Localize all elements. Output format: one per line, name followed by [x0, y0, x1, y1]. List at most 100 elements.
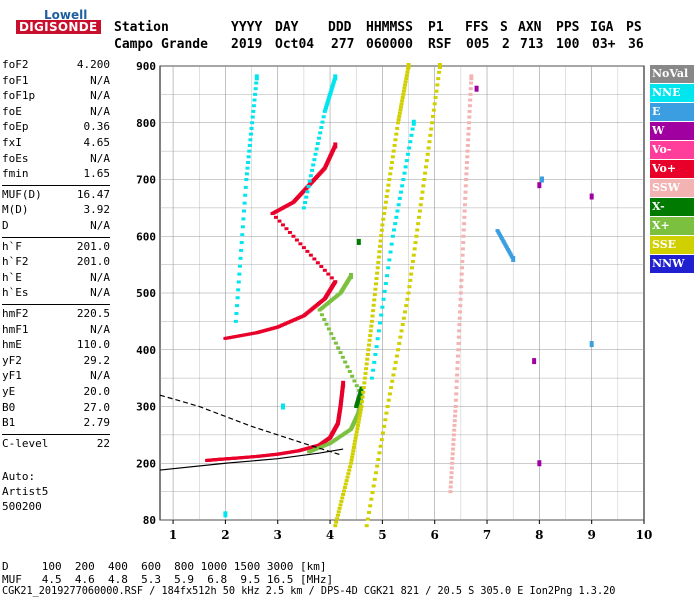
data-point-ssw — [465, 149, 470, 153]
data-point-sse — [382, 212, 387, 216]
param-value: 110.0 — [76, 338, 110, 352]
param-value: 3.92 — [83, 203, 111, 217]
data-point-sse — [366, 348, 371, 352]
data-point-ssw — [468, 87, 473, 91]
data-point-nne — [303, 201, 308, 205]
param-value: N/A — [90, 151, 110, 165]
data-point-nne — [250, 121, 255, 125]
data-point-sse — [348, 461, 353, 465]
data-point-ssw — [452, 423, 457, 427]
data-point-x — [345, 365, 350, 369]
data-point-sse — [423, 171, 428, 175]
data-point-sse — [370, 314, 375, 318]
data-point-ssw — [459, 272, 464, 276]
data-point-sse — [341, 492, 346, 496]
data-point-nne — [320, 120, 325, 124]
data-point-nne — [322, 109, 327, 113]
data-point-vo — [315, 261, 320, 265]
data-point-sse — [407, 285, 412, 289]
x-tick-label: 9 — [587, 528, 595, 542]
data-point-sse — [419, 196, 424, 200]
data-point-nne — [331, 81, 336, 85]
yyyy-label: YYYY — [231, 20, 263, 35]
data-point-sse — [350, 452, 355, 456]
data-point-e — [509, 254, 514, 258]
data-point-x — [347, 370, 352, 374]
data-point-nne — [403, 165, 408, 169]
data-point-sse — [337, 506, 342, 510]
data-point-nne — [324, 104, 329, 108]
data-point-nne — [237, 272, 242, 276]
data-point-nne — [390, 234, 395, 238]
data-point-nne — [241, 217, 246, 221]
data-point-sse — [434, 89, 439, 93]
data-point-vo — [284, 227, 289, 231]
ddd-value: 277 — [331, 37, 355, 52]
data-point-x — [324, 322, 329, 326]
param-key: B1 — [2, 416, 16, 430]
data-point-vo — [308, 253, 313, 257]
data-point-nne — [369, 376, 374, 380]
data-point-nne — [325, 100, 330, 104]
data-point-ssw — [463, 184, 468, 188]
param-row: h`F 201.0 — [2, 240, 110, 256]
x-tick-label: 8 — [535, 528, 543, 542]
x-tick-label: 1 — [169, 528, 177, 542]
data-point-vo — [280, 223, 285, 227]
data-point-sse — [391, 149, 396, 153]
data-point-sse — [389, 160, 394, 164]
data-point-sse — [364, 362, 369, 366]
data-point-ssw — [464, 178, 469, 181]
p1-label: P1 — [428, 20, 444, 35]
data-point-sse — [371, 484, 376, 488]
data-point-ssw — [457, 310, 462, 314]
param-row: h`E N/A — [2, 271, 110, 287]
data-point-sse — [394, 132, 399, 136]
data-point-sse — [369, 497, 374, 501]
data-point-nne — [388, 250, 393, 254]
param-key: foEp — [2, 120, 29, 134]
data-point-sse — [378, 244, 383, 248]
param-key: foF1 — [2, 73, 29, 87]
param-key: yF2 — [2, 353, 22, 367]
data-point-nne — [409, 133, 414, 137]
data-point-sse — [379, 228, 384, 232]
data-point-nne — [280, 403, 285, 410]
station-name: Campo Grande — [114, 37, 208, 52]
y-tick-label: 900 — [136, 60, 156, 73]
data-point-sse — [367, 343, 372, 347]
data-point-vo — [312, 257, 317, 261]
param-key: h`F2 — [2, 255, 29, 269]
data-point-ssw — [449, 475, 454, 479]
data-point-e — [496, 230, 501, 234]
param-value: 1.65 — [83, 167, 111, 181]
legend-item-ssw: SSW — [650, 179, 694, 197]
data-point-ssw — [464, 166, 469, 170]
data-point-nne — [326, 96, 331, 100]
data-point-nne — [333, 74, 338, 81]
data-point-sse — [403, 83, 408, 87]
data-point-sse — [404, 77, 409, 81]
data-point-sse — [355, 423, 360, 427]
data-point-sse — [358, 408, 363, 412]
data-point-vo — [277, 219, 282, 223]
param-key: C-level — [2, 436, 49, 450]
data-point-nne — [243, 185, 248, 189]
data-point-ssw — [455, 354, 460, 358]
data-point-x — [326, 327, 331, 331]
auto-line-2: Artist5 — [2, 485, 49, 499]
data-point-sse — [425, 152, 430, 156]
param-row: fxI 4.65 — [2, 136, 110, 152]
data-point-nne — [242, 209, 247, 213]
param-value: 4.65 — [83, 136, 111, 149]
data-point-ssw — [452, 419, 457, 423]
data-point-x — [336, 346, 341, 350]
data-point-sse — [380, 223, 385, 227]
data-point-vo — [287, 230, 292, 234]
param-row: B0 27.0 — [2, 401, 110, 417]
data-point-ssw — [457, 323, 462, 327]
data-point-nne — [240, 225, 245, 229]
data-point-nne — [375, 337, 380, 341]
auto-line-3: 500200 — [2, 500, 42, 514]
data-point-sse — [423, 165, 428, 169]
